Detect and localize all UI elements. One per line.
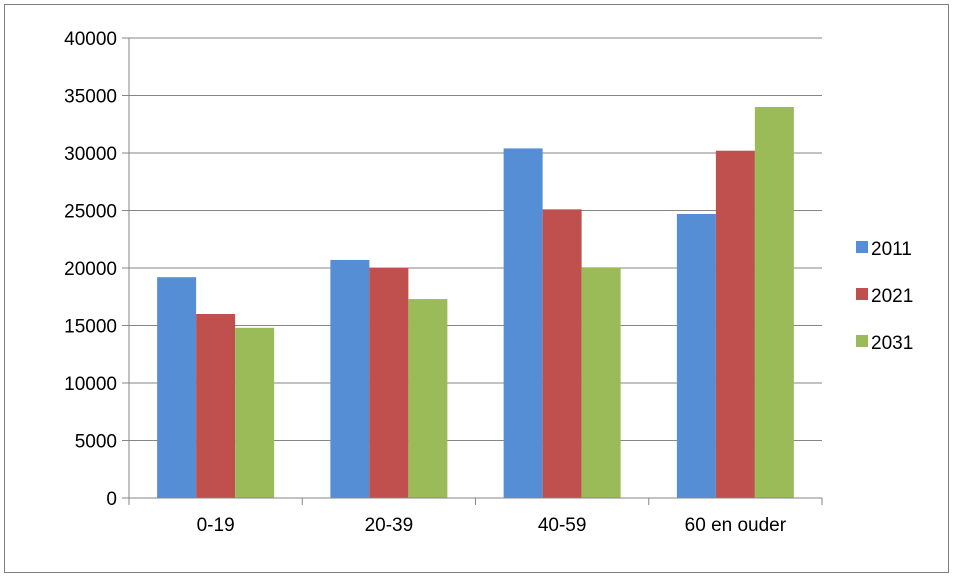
bar-2011-20-39 (330, 259, 370, 498)
axes (122, 37, 823, 505)
y-tick-label: 15000 (64, 317, 117, 338)
legend-swatch-2011 (856, 241, 868, 253)
y-tick-label: 0 (106, 489, 117, 510)
legend-swatch-2031 (856, 335, 868, 347)
bar-2011-0-19 (157, 277, 197, 498)
x-axis-tick-labels: 0-19 20-39 40-59 60 en ouder (197, 515, 787, 536)
y-tick-label: 35000 (64, 87, 117, 108)
bar-2011-60-en-ouder (676, 213, 716, 498)
legend: 2011 2021 2031 (856, 239, 913, 354)
bar-2011-40-59 (503, 148, 543, 498)
bar-2031-60-en-ouder (754, 107, 794, 498)
bar-2031-40-59 (581, 268, 621, 498)
bar-2021-40-59 (542, 209, 582, 498)
legend-swatch-2021 (856, 288, 868, 300)
bar-2021-20-39 (369, 268, 409, 498)
legend-label-2011: 2011 (871, 239, 912, 260)
y-tick-label: 25000 (64, 202, 117, 223)
x-tick-label: 40-59 (538, 515, 587, 536)
bar-2031-0-19 (235, 327, 275, 498)
x-tick-label: 0-19 (197, 515, 235, 536)
bar-2021-60-en-ouder (715, 150, 755, 498)
x-tick-label: 60 en ouder (685, 515, 787, 536)
y-tick-label: 30000 (64, 144, 117, 165)
bar-2021-0-19 (196, 314, 236, 498)
y-tick-label: 20000 (64, 259, 117, 280)
bars (157, 107, 794, 498)
legend-label-2021: 2021 (871, 286, 913, 307)
y-tick-label: 5000 (75, 432, 117, 453)
x-tick-label: 20-39 (365, 515, 414, 536)
bar-2031-20-39 (408, 299, 448, 498)
y-axis-tick-labels: 0 5000 10000 15000 20000 25000 30000 35000 40000 (64, 29, 117, 510)
y-tick-label: 40000 (64, 29, 117, 50)
legend-label-2031: 2031 (871, 333, 913, 354)
y-tick-label: 10000 (64, 374, 117, 395)
